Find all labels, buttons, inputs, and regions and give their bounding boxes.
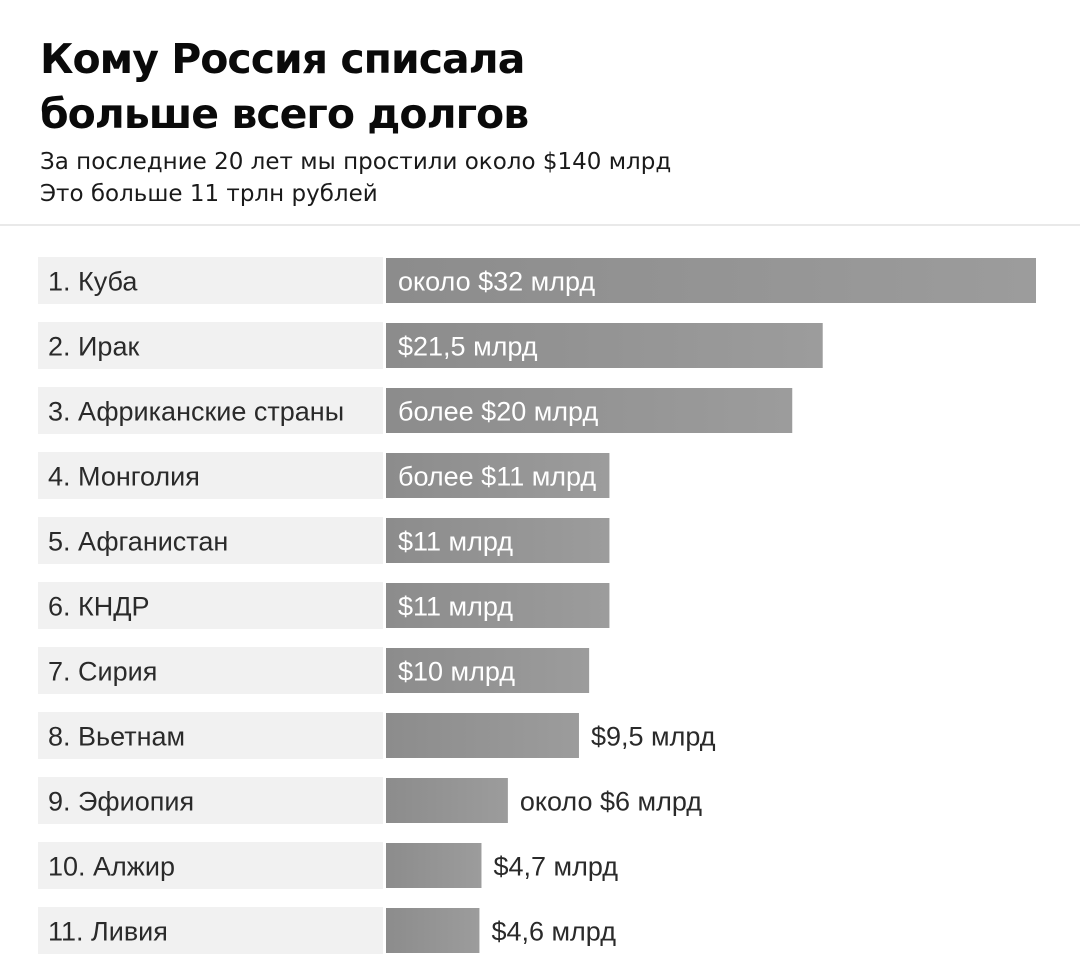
bar — [386, 908, 480, 953]
category-label-background — [38, 452, 383, 499]
category-label-background — [38, 777, 383, 824]
category-label: 10. Алжир — [48, 852, 175, 882]
category-label: 5. Афганистан — [48, 527, 228, 557]
chart-subtitle: За последние 20 лет мы простили около $1… — [40, 146, 940, 210]
chart-subtitle-line-1: За последние 20 лет мы простили около $1… — [40, 149, 672, 175]
value-label: более $11 млрд — [398, 462, 596, 492]
value-label: $9,5 млрд — [591, 722, 716, 752]
category-label-background — [38, 257, 383, 304]
category-label: 2. Ирак — [48, 332, 139, 362]
category-label: 9. Эфиопия — [48, 787, 194, 817]
bar — [386, 713, 579, 758]
value-label: $4,7 млрд — [493, 852, 618, 882]
category-label: 11. Ливия — [48, 917, 168, 947]
category-label-background — [38, 582, 383, 629]
bar — [386, 323, 823, 368]
category-label-background — [38, 647, 383, 694]
bar — [386, 583, 610, 628]
value-label: $11 млрд — [398, 527, 513, 557]
value-label: более $20 млрд — [398, 397, 598, 427]
category-label: 8. Вьетнам — [48, 722, 185, 752]
value-label: около $32 млрд — [398, 267, 595, 297]
bar — [386, 518, 610, 563]
bar — [386, 843, 482, 888]
chart-subtitle-line-2: Это больше 11 трлн рублей — [40, 181, 378, 207]
category-label: 4. Монголия — [48, 462, 200, 492]
category-label-background — [38, 842, 383, 889]
value-label: $4,6 млрд — [491, 917, 616, 947]
value-label: около $6 млрд — [520, 787, 702, 817]
category-label-background — [38, 907, 383, 954]
value-label: $21,5 млрд — [398, 332, 538, 362]
value-label: $11 млрд — [398, 592, 513, 622]
bar — [386, 258, 1036, 303]
header-divider — [0, 224, 1080, 226]
bar — [386, 648, 590, 693]
chart-title: Кому Россия списала больше всего долгов — [40, 32, 840, 142]
category-label: 1. Куба — [48, 267, 138, 297]
bar — [386, 388, 793, 433]
chart-title-line-1: Кому Россия списала — [40, 35, 525, 83]
category-label-background — [38, 322, 383, 369]
category-label: 6. КНДР — [48, 592, 150, 622]
category-label: 3. Африканские страны — [48, 397, 344, 427]
bar — [386, 453, 610, 498]
category-label-background — [38, 517, 383, 564]
value-label: $10 млрд — [398, 657, 515, 687]
category-label-background — [38, 712, 383, 759]
bar — [386, 778, 508, 823]
bar-rows: 1. Куба около $32 млрд 2. Ирак $21,5 млрд 3.… — [38, 257, 1036, 954]
category-label-background — [38, 387, 383, 434]
category-label: 7. Сирия — [48, 657, 157, 687]
chart-title-line-2: больше всего долгов — [40, 90, 529, 138]
